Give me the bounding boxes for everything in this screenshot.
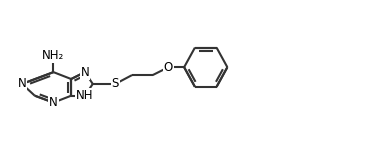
Text: S: S [112, 77, 119, 90]
Text: O: O [164, 61, 173, 74]
Text: NH₂: NH₂ [43, 49, 65, 62]
Text: NH: NH [76, 89, 94, 102]
Text: N: N [49, 96, 58, 109]
Text: N: N [80, 66, 89, 79]
Text: N: N [18, 77, 26, 90]
